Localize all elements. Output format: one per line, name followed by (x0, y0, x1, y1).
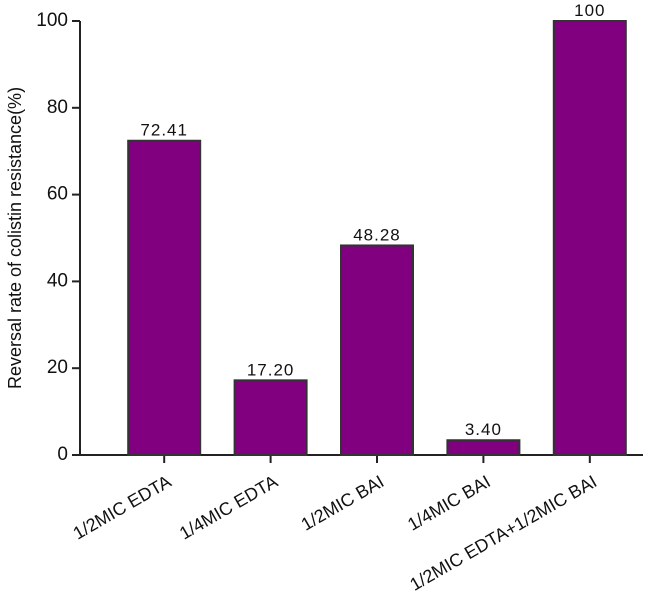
value-label: 48.28 (353, 225, 401, 244)
bar (340, 244, 414, 456)
value-label: 17.20 (247, 360, 295, 379)
x-tick-label: 1/2MIC BAI (298, 471, 388, 534)
bar (233, 379, 308, 456)
x-tick-label: 1/4MIC BAI (404, 471, 494, 534)
y-tick-label: 20 (47, 357, 68, 378)
value-label: 72.41 (140, 121, 188, 140)
x-tick-label: 1/2MIC EDTA (70, 471, 175, 543)
y-tick-label: 40 (47, 270, 68, 291)
y-tick-label: 0 (57, 444, 68, 465)
bar (446, 439, 521, 456)
bar (552, 20, 627, 456)
value-label: 100 (574, 1, 605, 20)
x-tick-label: 1/2MIC EDTA+1/2MIC BAI (406, 471, 600, 594)
value-label: 3.40 (465, 420, 502, 439)
y-tick-label: 60 (47, 184, 68, 205)
y-tick-label: 80 (47, 97, 68, 118)
y-tick-label: 100 (36, 10, 68, 31)
y-axis-label: Reversal rate of colistin resistance(%) (5, 87, 25, 389)
x-tick-label: 1/4MIC EDTA (176, 471, 281, 543)
bar (127, 139, 202, 456)
